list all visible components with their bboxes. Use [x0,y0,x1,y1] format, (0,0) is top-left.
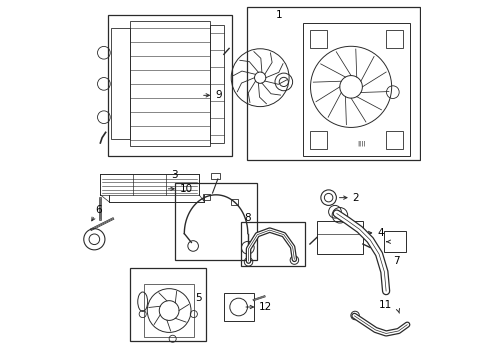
Text: 4: 4 [377,228,384,238]
Bar [203,194,210,199]
Bar [211,172,220,179]
Text: 9: 9 [215,90,221,100]
Text: 12: 12 [259,302,272,312]
Text: 3: 3 [171,170,178,180]
Text: 2: 2 [353,193,359,203]
Bar [310,30,327,48]
Text: 1: 1 [276,10,283,20]
Bar [111,28,130,139]
Bar [224,293,254,321]
Text: 11: 11 [379,300,392,310]
Text: 8: 8 [245,213,251,223]
Bar [247,7,420,160]
Bar [310,131,327,149]
Bar [386,30,403,48]
Text: 10: 10 [180,184,193,194]
Text: 5: 5 [196,293,202,303]
Bar [175,183,257,260]
Bar [130,268,206,341]
Bar [386,131,403,149]
Bar [242,222,305,266]
Text: ||||: |||| [358,140,366,146]
Bar [302,23,411,156]
Bar [130,21,210,147]
Bar [108,14,232,156]
Bar [145,284,194,337]
Text: 7: 7 [393,256,400,266]
Text: 6: 6 [95,205,102,215]
Bar [231,199,238,205]
Bar [210,25,224,143]
Bar [384,231,406,252]
Bar [317,221,363,254]
